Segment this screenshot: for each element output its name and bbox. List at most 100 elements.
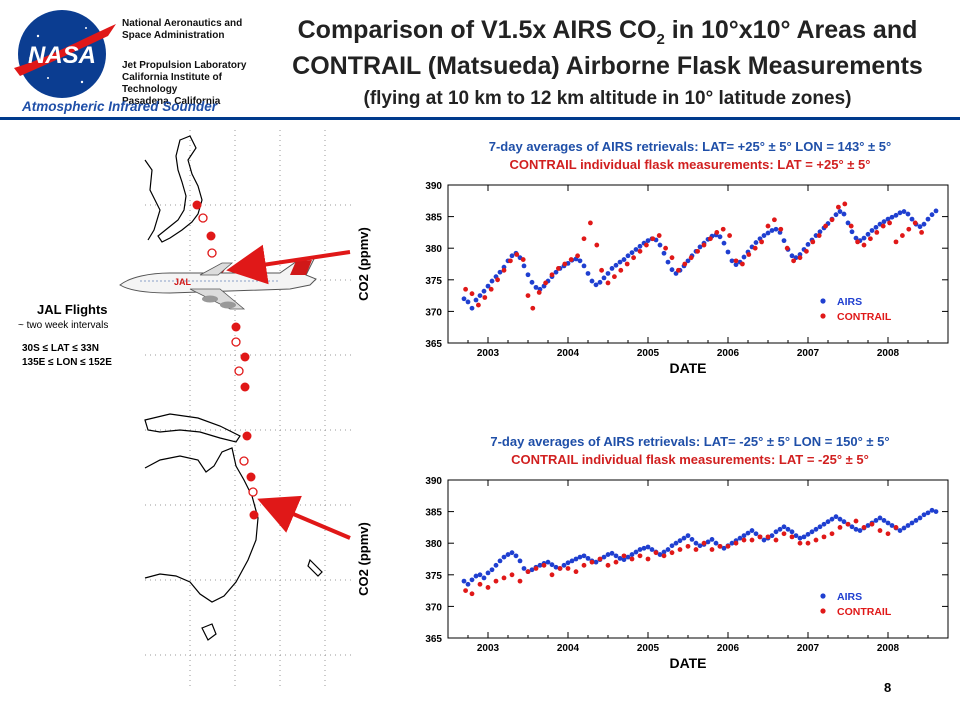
data-point-airs [745, 530, 751, 536]
y-tick-label: 385 [425, 213, 442, 224]
data-point-airs [705, 539, 711, 545]
data-point-contrail [520, 257, 526, 262]
title-line-2: CONTRAIL (Matsueda) Airborne Flask Measu… [292, 52, 923, 80]
y-tick-label: 375 [425, 571, 442, 582]
data-point-contrail [656, 233, 662, 238]
data-point-airs [633, 549, 639, 555]
data-point-airs [877, 515, 883, 521]
data-point-contrail [661, 553, 667, 559]
data-point-contrail [575, 253, 580, 259]
data-point-airs [585, 271, 591, 276]
flask-marker-open [207, 248, 217, 258]
data-point-airs [669, 267, 675, 273]
data-point-airs [801, 534, 807, 540]
data-point-airs [881, 219, 887, 225]
data-point-contrail [568, 257, 574, 262]
data-point-airs [597, 279, 603, 285]
data-point-airs [789, 253, 795, 259]
arrow-north [226, 244, 351, 285]
data-point-airs [593, 559, 599, 565]
data-point-airs [729, 258, 735, 264]
data-point-contrail [829, 217, 835, 223]
data-point-contrail [605, 562, 611, 568]
data-point-airs [897, 210, 903, 216]
data-point-contrail [740, 261, 745, 267]
x-tick-label: 2006 [717, 643, 740, 654]
data-point-airs [889, 214, 895, 220]
data-point-contrail [549, 572, 555, 578]
data-point-contrail [493, 578, 499, 584]
data-point-contrail [816, 233, 822, 238]
series-contrail [463, 518, 899, 597]
data-point-contrail [900, 233, 905, 238]
data-point-contrail [709, 547, 715, 552]
australia-outline [144, 447, 259, 603]
data-point-airs [573, 556, 579, 562]
y-tick-label: 370 [425, 602, 442, 613]
chart-south: 365 370 375 380 385 390 2003 2004 2005 2006 2007 20… [356, 476, 949, 671]
flight-route-map [144, 130, 355, 690]
data-point-contrail [708, 236, 713, 242]
data-point-contrail [482, 295, 488, 300]
flask-marker-filled [231, 322, 241, 332]
data-point-airs [601, 554, 607, 560]
flask-marker-filled [249, 510, 259, 520]
data-point-contrail [813, 537, 819, 543]
data-point-contrail [495, 277, 500, 283]
data-point-contrail [509, 572, 515, 578]
data-point-airs [921, 512, 927, 518]
data-point-airs [657, 552, 663, 557]
data-point-airs [661, 549, 667, 555]
data-point-contrail [514, 252, 520, 257]
data-point-airs [513, 553, 519, 559]
data-point-airs [841, 211, 847, 217]
data-point-contrail [562, 261, 568, 267]
data-point-airs [917, 224, 923, 230]
data-point-airs [549, 562, 555, 568]
page-number: 8 [884, 680, 892, 695]
data-point-contrail [765, 534, 771, 540]
data-point-airs [773, 226, 779, 232]
data-point-contrail [720, 226, 726, 232]
data-point-airs [805, 531, 811, 537]
data-point-contrail [887, 220, 892, 226]
data-point-contrail [685, 543, 691, 549]
map-grid [145, 130, 355, 690]
data-point-airs [825, 519, 831, 525]
data-point-airs [673, 540, 679, 546]
data-point-contrail [597, 556, 603, 562]
data-point-contrail [501, 575, 507, 581]
data-point-airs [685, 533, 691, 539]
plot-area [447, 184, 949, 344]
chart1-title-line2: CONTRAIL individual flask measurements: … [509, 157, 871, 172]
new-caledonia [307, 558, 323, 577]
data-point-airs [585, 555, 591, 561]
y-tick-label: 370 [425, 307, 442, 318]
data-point-airs [793, 533, 799, 539]
data-point-contrail [765, 223, 771, 229]
data-point-airs [733, 262, 739, 268]
data-point-contrail [752, 245, 758, 251]
x-tick-label: 2007 [797, 643, 820, 654]
data-point-airs [637, 243, 643, 249]
data-point-airs [849, 524, 855, 530]
plot-area [447, 479, 949, 639]
japan-outline [157, 135, 203, 243]
data-point-airs [665, 259, 671, 265]
data-point-airs [905, 523, 911, 528]
data-point-contrail [861, 242, 867, 248]
data-point-contrail [880, 223, 886, 229]
data-point-airs [489, 278, 495, 284]
instrument-name: Atmospheric Infrared Sounder [22, 99, 218, 114]
data-point-airs [697, 543, 703, 549]
data-point-contrail [701, 540, 707, 546]
data-point-airs [485, 570, 491, 576]
data-point-airs [721, 240, 727, 246]
data-point-contrail [565, 566, 571, 571]
y-tick-label: 380 [425, 244, 442, 255]
data-point-airs [933, 509, 939, 514]
data-point-airs [929, 212, 935, 218]
x-tick-label: 2004 [557, 348, 580, 359]
x-tick-label: 2006 [717, 348, 740, 359]
data-point-airs [697, 244, 703, 250]
